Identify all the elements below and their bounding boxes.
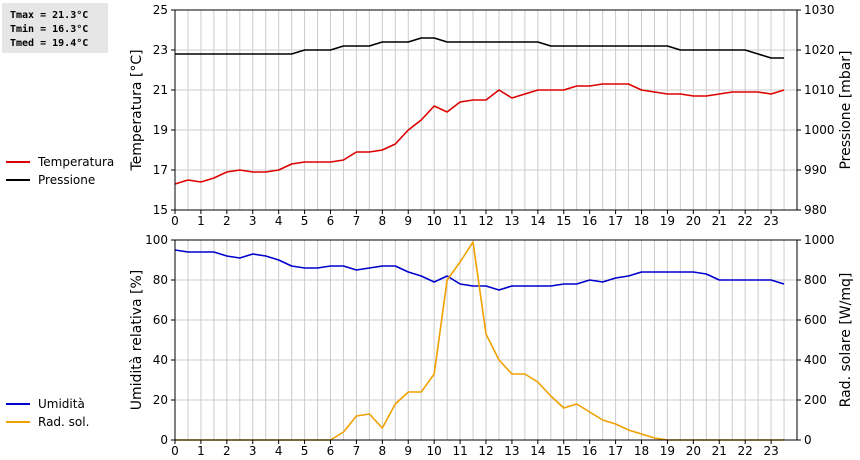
- x-tick-label: 1: [197, 214, 205, 228]
- y-right-tick-label: 1030: [804, 3, 835, 17]
- chart-1: 0 1 2 3 4 5 6 7 8 9 10 11 12 13 14 15 16 17 18 19 20 21 22 2302…: [129, 233, 854, 458]
- legend-label-rad-sol: Rad. sol.: [38, 415, 90, 429]
- legend-item-rad-sol: Rad. sol.: [6, 413, 89, 431]
- x-tick-label: 21: [712, 214, 727, 228]
- x-tick-label: 4: [275, 444, 283, 458]
- x-tick-label: 13: [504, 214, 519, 228]
- legend-item-umidita: Umidità: [6, 395, 89, 413]
- y-right-tick-label: 1020: [804, 43, 835, 57]
- tmax-label: Tmax = 21.3°C: [10, 10, 89, 21]
- legend-bottom: Umidità Rad. sol.: [6, 395, 89, 431]
- x-tick-label: 9: [404, 214, 412, 228]
- tmed-label: Tmed = 19.4°C: [10, 38, 89, 49]
- y-right-tick-label: 980: [804, 203, 827, 217]
- x-tick-label: 6: [327, 444, 335, 458]
- y-right-axis-title: Pressione [mbar]: [838, 50, 854, 169]
- legend-item-pressione: Pressione: [6, 171, 114, 189]
- y-right-tick-label: 1000: [804, 123, 835, 137]
- y-left-axis-title: Umidità relativa [%]: [129, 270, 145, 411]
- stats-box: Tmax = 21.3°C Tmin = 16.3°C Tmed = 19.4°…: [2, 3, 108, 53]
- x-tick-label: 0: [171, 214, 179, 228]
- x-tick-label: 1: [197, 444, 205, 458]
- x-tick-label: 22: [738, 444, 753, 458]
- x-tick-label: 15: [556, 444, 571, 458]
- y-left-tick-label: 23: [153, 43, 168, 57]
- y-left-axis-title: Temperatura [°C]: [129, 49, 145, 171]
- x-tick-label: 3: [249, 214, 257, 228]
- x-tick-label: 3: [249, 444, 257, 458]
- legend-item-temperatura: Temperatura: [6, 153, 114, 171]
- x-tick-label: 13: [504, 444, 519, 458]
- legend-label-temperatura: Temperatura: [38, 155, 115, 169]
- legend-swatch-pressione: [6, 179, 30, 181]
- x-tick-label: 16: [582, 214, 597, 228]
- y-left-tick-label: 100: [145, 233, 168, 247]
- x-tick-label: 20: [686, 214, 701, 228]
- legend-swatch-umidita: [6, 403, 30, 405]
- y-right-tick-label: 1010: [804, 83, 835, 97]
- y-left-tick-label: 40: [153, 353, 168, 367]
- x-tick-label: 2: [223, 444, 231, 458]
- x-tick-label: 5: [301, 444, 309, 458]
- legend-label-pressione: Pressione: [38, 173, 96, 187]
- x-tick-label: 10: [427, 444, 442, 458]
- x-tick-label: 10: [427, 214, 442, 228]
- y-left-tick-label: 25: [153, 3, 168, 17]
- x-tick-label: 8: [379, 214, 387, 228]
- y-right-tick-label: 200: [804, 393, 827, 407]
- x-tick-label: 14: [530, 444, 545, 458]
- y-right-tick-label: 990: [804, 163, 827, 177]
- x-tick-label: 19: [660, 214, 675, 228]
- x-tick-label: 14: [530, 214, 545, 228]
- x-tick-label: 17: [608, 214, 623, 228]
- y-left-tick-label: 0: [160, 433, 168, 447]
- x-tick-label: 17: [608, 444, 623, 458]
- legend-label-umidita: Umidità: [38, 397, 85, 411]
- y-left-tick-label: 19: [153, 123, 168, 137]
- x-tick-label: 11: [452, 214, 467, 228]
- y-right-tick-label: 600: [804, 313, 827, 327]
- x-tick-label: 16: [582, 444, 597, 458]
- x-tick-label: 18: [634, 214, 649, 228]
- x-tick-label: 4: [275, 214, 283, 228]
- y-right-axis-title: Rad. solare [W/mq]: [838, 273, 854, 408]
- y-right-tick-label: 400: [804, 353, 827, 367]
- x-tick-label: 8: [379, 444, 387, 458]
- x-tick-label: 12: [478, 444, 493, 458]
- y-left-tick-label: 80: [153, 273, 168, 287]
- x-tick-label: 22: [738, 214, 753, 228]
- x-tick-label: 5: [301, 214, 309, 228]
- series-line-pressione: [175, 37, 784, 59]
- x-tick-label: 23: [763, 214, 778, 228]
- y-left-tick-label: 17: [153, 163, 168, 177]
- x-tick-label: 7: [353, 214, 361, 228]
- x-tick-label: 2: [223, 214, 231, 228]
- y-left-tick-label: 15: [153, 203, 168, 217]
- x-tick-label: 7: [353, 444, 361, 458]
- tmin-label: Tmin = 16.3°C: [10, 24, 89, 35]
- legend-top: Temperatura Pressione: [6, 153, 114, 189]
- x-tick-label: 20: [686, 444, 701, 458]
- x-tick-label: 21: [712, 444, 727, 458]
- series-line-temperatura: [174, 83, 785, 185]
- y-left-tick-label: 21: [153, 83, 168, 97]
- x-tick-label: 15: [556, 214, 571, 228]
- y-left-tick-label: 20: [153, 393, 168, 407]
- legend-swatch-rad-sol: [6, 421, 30, 423]
- chart-0: 0 1 2 3 4 5 6 7 8 9 10 11 12 13 14 15 16 17 18 19 20 21 22 2315…: [129, 3, 854, 228]
- x-tick-label: 23: [763, 444, 778, 458]
- x-tick-label: 9: [404, 444, 412, 458]
- x-tick-label: 18: [634, 444, 649, 458]
- y-right-tick-label: 800: [804, 273, 827, 287]
- x-tick-label: 12: [478, 214, 493, 228]
- y-right-tick-label: 1000: [804, 233, 835, 247]
- y-right-tick-label: 0: [804, 433, 812, 447]
- x-tick-label: 19: [660, 444, 675, 458]
- x-tick-label: 0: [171, 444, 179, 458]
- x-tick-label: 11: [452, 444, 467, 458]
- y-left-tick-label: 60: [153, 313, 168, 327]
- x-tick-label: 6: [327, 214, 335, 228]
- legend-swatch-temperatura: [6, 161, 30, 163]
